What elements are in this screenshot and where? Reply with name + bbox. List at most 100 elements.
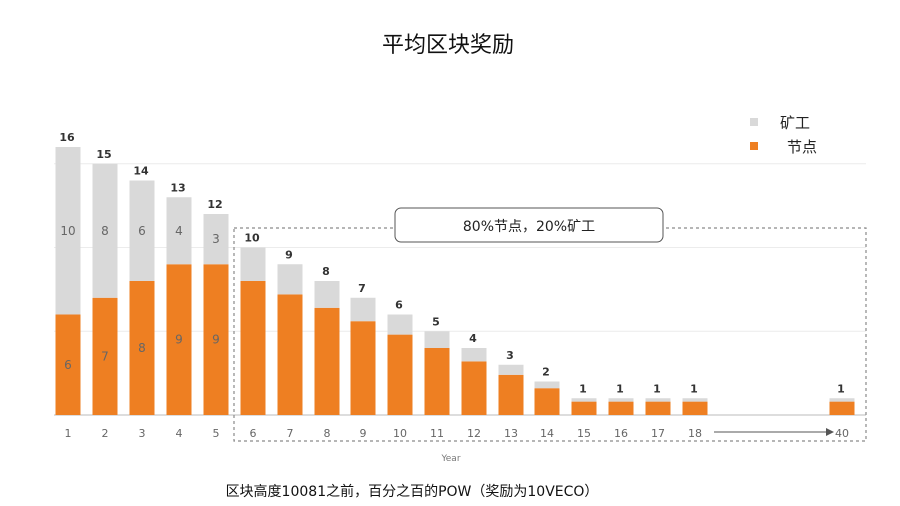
x-axis: 1 2 3 4 5 6 7 8 9 10 11 12 13 14 15 16 17 18 40: [65, 427, 850, 440]
bars: [55, 147, 855, 415]
total-label-13: 3: [506, 349, 514, 362]
bar-node-5: [203, 264, 229, 415]
node-value-3: 8: [138, 341, 146, 355]
x-tick-16: 16: [614, 427, 628, 440]
emphasis-region: [233, 227, 867, 442]
legend-label-0: 矿工: [780, 114, 810, 132]
miner-value-5: 3: [212, 232, 220, 246]
callout-box: [394, 207, 664, 243]
continuation-arrowhead: [826, 428, 834, 436]
x-tick-1: 1: [65, 427, 72, 440]
x-tick-2: 2: [102, 427, 109, 440]
bar-node-40: [829, 401, 855, 415]
node-value-1: 6: [64, 358, 72, 372]
total-label-15: 1: [579, 382, 587, 395]
total-label-2: 15: [96, 148, 111, 161]
total-label-3: 14: [133, 165, 149, 178]
total-label-8: 8: [322, 265, 330, 278]
x-axis-label: Year: [440, 454, 460, 464]
x-tick-5: 5: [213, 427, 220, 440]
bar-miner-13: [498, 364, 524, 375]
x-tick-3: 3: [139, 427, 146, 440]
bar-node-16: [608, 401, 634, 415]
bar-miner-11: [424, 331, 450, 348]
x-tick-10: 10: [393, 427, 407, 440]
bar-miner-7: [277, 264, 303, 295]
x-tick-14: 14: [540, 427, 554, 440]
bar-miner-18: [682, 398, 708, 402]
x-tick-40: 40: [835, 427, 849, 440]
bar-node-11: [424, 348, 450, 415]
bar-miner-1: [55, 147, 81, 315]
node-value-2: 7: [101, 349, 109, 363]
legend-swatch-1: [750, 142, 758, 150]
bar-miner-3: [129, 180, 155, 281]
bar-node-6: [240, 281, 266, 415]
bar-miner-10: [387, 314, 413, 335]
bar-miner-12: [461, 348, 487, 362]
bar-miner-8: [314, 281, 340, 308]
x-tick-11: 11: [430, 427, 444, 440]
x-tick-18: 18: [688, 427, 702, 440]
x-tick-12: 12: [467, 427, 481, 440]
bar-miner-5: [203, 214, 229, 265]
miner-value-4: 4: [175, 224, 183, 238]
total-label-16: 1: [616, 382, 624, 395]
total-label-9: 7: [358, 282, 366, 295]
bar-node-14: [534, 388, 560, 415]
x-tick-8: 8: [324, 427, 331, 440]
bar-miner-9: [350, 297, 376, 322]
bar-miner-2: [92, 163, 118, 298]
bar-labels: 16 10 6 15 8 7 14 6 8 13 4 9 12 3 9 10 9 8 7 6 5 4 3 2 1 1 1 1 1: [59, 131, 844, 395]
miner-value-1: 10: [60, 224, 75, 238]
x-tick-6: 6: [250, 427, 257, 440]
legend-swatch-0: [750, 118, 758, 126]
total-label-10: 6: [395, 299, 403, 312]
legend-label-1: 节点: [787, 138, 817, 156]
bar-node-2: [92, 297, 118, 415]
bar-node-18: [682, 401, 708, 415]
callout-text: 80%节点，20%矿工: [463, 219, 595, 235]
bar-node-10: [387, 334, 413, 415]
total-label-5: 12: [207, 198, 222, 211]
bar-miner-14: [534, 381, 560, 389]
bar-miner-4: [166, 197, 192, 265]
total-label-17: 1: [653, 382, 661, 395]
bar-node-9: [350, 321, 376, 415]
x-tick-4: 4: [176, 427, 183, 440]
total-label-40: 1: [837, 382, 845, 395]
node-value-5: 9: [212, 333, 220, 347]
bar-node-13: [498, 374, 524, 415]
miner-value-2: 8: [101, 224, 109, 238]
bar-miner-17: [645, 398, 671, 402]
bar-node-15: [571, 401, 597, 415]
bar-node-7: [277, 294, 303, 415]
bar-node-1: [55, 314, 81, 415]
x-tick-13: 13: [504, 427, 518, 440]
bar-miner-40: [829, 398, 855, 402]
total-label-7: 9: [285, 248, 293, 261]
total-label-11: 5: [432, 315, 440, 328]
total-label-6: 10: [244, 232, 260, 245]
chart-title: 平均区块奖励: [382, 33, 514, 58]
total-label-1: 16: [59, 131, 75, 144]
total-label-14: 2: [542, 366, 550, 379]
total-label-12: 4: [469, 332, 477, 345]
x-tick-17: 17: [651, 427, 665, 440]
miner-value-3: 6: [138, 224, 146, 238]
bar-miner-16: [608, 398, 634, 402]
bar-node-4: [166, 264, 192, 415]
node-value-4: 9: [175, 333, 183, 347]
x-tick-15: 15: [577, 427, 591, 440]
bar-node-8: [314, 307, 340, 415]
total-label-4: 13: [170, 181, 185, 194]
total-label-18: 1: [690, 382, 698, 395]
bar-miner-6: [240, 247, 266, 281]
bar-node-3: [129, 281, 155, 415]
bar-miner-15: [571, 398, 597, 402]
footnote: 区块高度10081之前，百分之百的POW（奖励为10VECO）: [226, 483, 599, 500]
x-tick-7: 7: [287, 427, 294, 440]
x-tick-9: 9: [360, 427, 367, 440]
bar-node-12: [461, 361, 487, 415]
